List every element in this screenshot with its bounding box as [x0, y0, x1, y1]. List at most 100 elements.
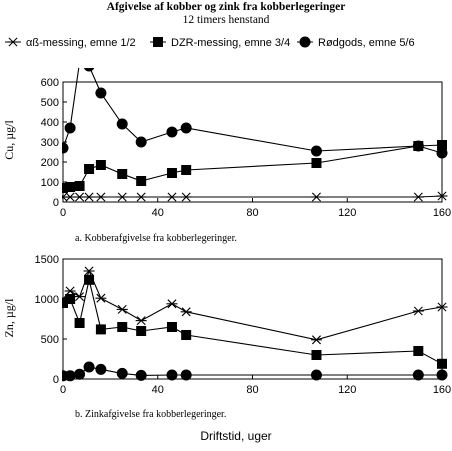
series-circle [62, 57, 448, 159]
figure-subtitle: 12 timers henstand [183, 14, 270, 26]
data-point [95, 160, 106, 170]
y-tick-label: 100 [41, 177, 59, 189]
data-point [83, 68, 95, 72]
legend-item-3: Rødgods, emne 5/6 [297, 36, 415, 49]
data-point [166, 322, 177, 332]
data-point [136, 326, 147, 336]
data-point [95, 324, 106, 335]
legend-marker-square [150, 37, 166, 47]
series-star [62, 266, 448, 345]
data-point [65, 294, 76, 304]
data-point [116, 192, 128, 202]
data-point [180, 122, 192, 134]
data-point [436, 302, 448, 312]
x-tick-label: 0 [60, 207, 66, 219]
data-point [437, 358, 447, 369]
data-point [180, 307, 192, 317]
chart-copper-ylabel: Cu, µg/l [2, 120, 16, 160]
y-tick-label: 200 [41, 157, 59, 169]
data-point [436, 191, 448, 201]
series-line [62, 144, 443, 189]
data-point [64, 192, 76, 202]
data-point [166, 126, 178, 138]
data-point [311, 350, 322, 360]
chart-copper-caption: a. Kobberafgivelse fra kobberlegeringer. [75, 233, 237, 244]
data-point [166, 299, 178, 309]
data-point [95, 293, 107, 303]
data-point [412, 140, 424, 152]
data-point [74, 292, 86, 302]
data-point [437, 140, 447, 150]
legend-marker-circle [297, 36, 313, 48]
y-tick-label: 600 [41, 77, 59, 89]
x-tick-label: 80 [246, 384, 258, 396]
data-point [135, 136, 147, 148]
series-square [62, 140, 447, 193]
data-point [83, 266, 95, 276]
data-point [95, 363, 107, 375]
legend-marker-square [153, 37, 163, 47]
legend: αß-messing, emne 1/2 DZR-messing, emne 3… [5, 36, 415, 49]
y-tick-label: 300 [41, 137, 59, 149]
data-point [310, 369, 322, 381]
legend-label-3: Rødgods, emne 5/6 [318, 37, 415, 49]
data-point [166, 192, 178, 202]
data-point [117, 322, 128, 332]
series-square [62, 274, 447, 369]
legend-marker-star [5, 37, 21, 47]
x-tick-label: 0 [60, 384, 66, 396]
y-tick-label: 0 [53, 374, 59, 386]
data-point [62, 142, 69, 154]
data-point [310, 145, 322, 157]
data-point [62, 183, 68, 193]
data-point [166, 369, 178, 381]
y-tick-label: 1000 [35, 294, 59, 306]
chart-zinc-caption: b. Zinkafgivelse fra kobberlegeringer. [75, 409, 226, 420]
data-point [74, 368, 86, 380]
data-point [311, 158, 322, 168]
data-point [83, 361, 95, 373]
chart-zinc-ylabel: Zn, µg/l [2, 298, 16, 338]
data-point [181, 165, 192, 175]
legend-marker-star [7, 37, 19, 47]
data-point [116, 118, 128, 130]
y-tick-label: 500 [41, 97, 59, 109]
chart-copper-frame [62, 81, 443, 203]
data-point [436, 369, 448, 381]
data-point [136, 176, 147, 186]
data-point [166, 168, 177, 178]
data-point [74, 57, 85, 68]
y-tick-label: 500 [41, 334, 59, 346]
y-tick-label: 0 [53, 197, 59, 209]
data-point [64, 122, 76, 134]
data-point [412, 369, 424, 381]
data-point [135, 316, 147, 326]
data-point [74, 181, 85, 191]
data-point [180, 192, 192, 202]
x-tick-label: 40 [152, 384, 164, 396]
data-point [181, 330, 192, 340]
data-point [180, 369, 192, 381]
data-point [310, 335, 322, 345]
data-point [436, 147, 448, 159]
series-line [62, 279, 443, 365]
y-tick-label: 1500 [35, 254, 59, 266]
data-point [135, 369, 147, 381]
series-line [62, 68, 443, 154]
x-tick-label: 80 [246, 207, 258, 219]
x-axis-label: Driftstid, uger [200, 429, 271, 443]
figure-title: Afgivelse af kobber og zink fra kobberle… [107, 1, 346, 13]
legend-label-1: αß-messing, emne 1/2 [26, 37, 136, 49]
data-point [135, 192, 147, 202]
x-tick-label: 120 [338, 207, 356, 219]
data-point [95, 87, 107, 99]
x-tick-label: 120 [338, 384, 356, 396]
y-tick-label: 400 [41, 117, 59, 129]
chart-copper: Cu, µg/l a. Kobberafgivelse fra kobberle… [2, 57, 451, 244]
data-point [64, 286, 76, 296]
data-point [412, 192, 424, 202]
legend-item-2: DZR-messing, emne 3/4 [150, 37, 290, 49]
data-point [65, 182, 76, 192]
data-point [84, 164, 95, 174]
data-point [116, 367, 128, 379]
